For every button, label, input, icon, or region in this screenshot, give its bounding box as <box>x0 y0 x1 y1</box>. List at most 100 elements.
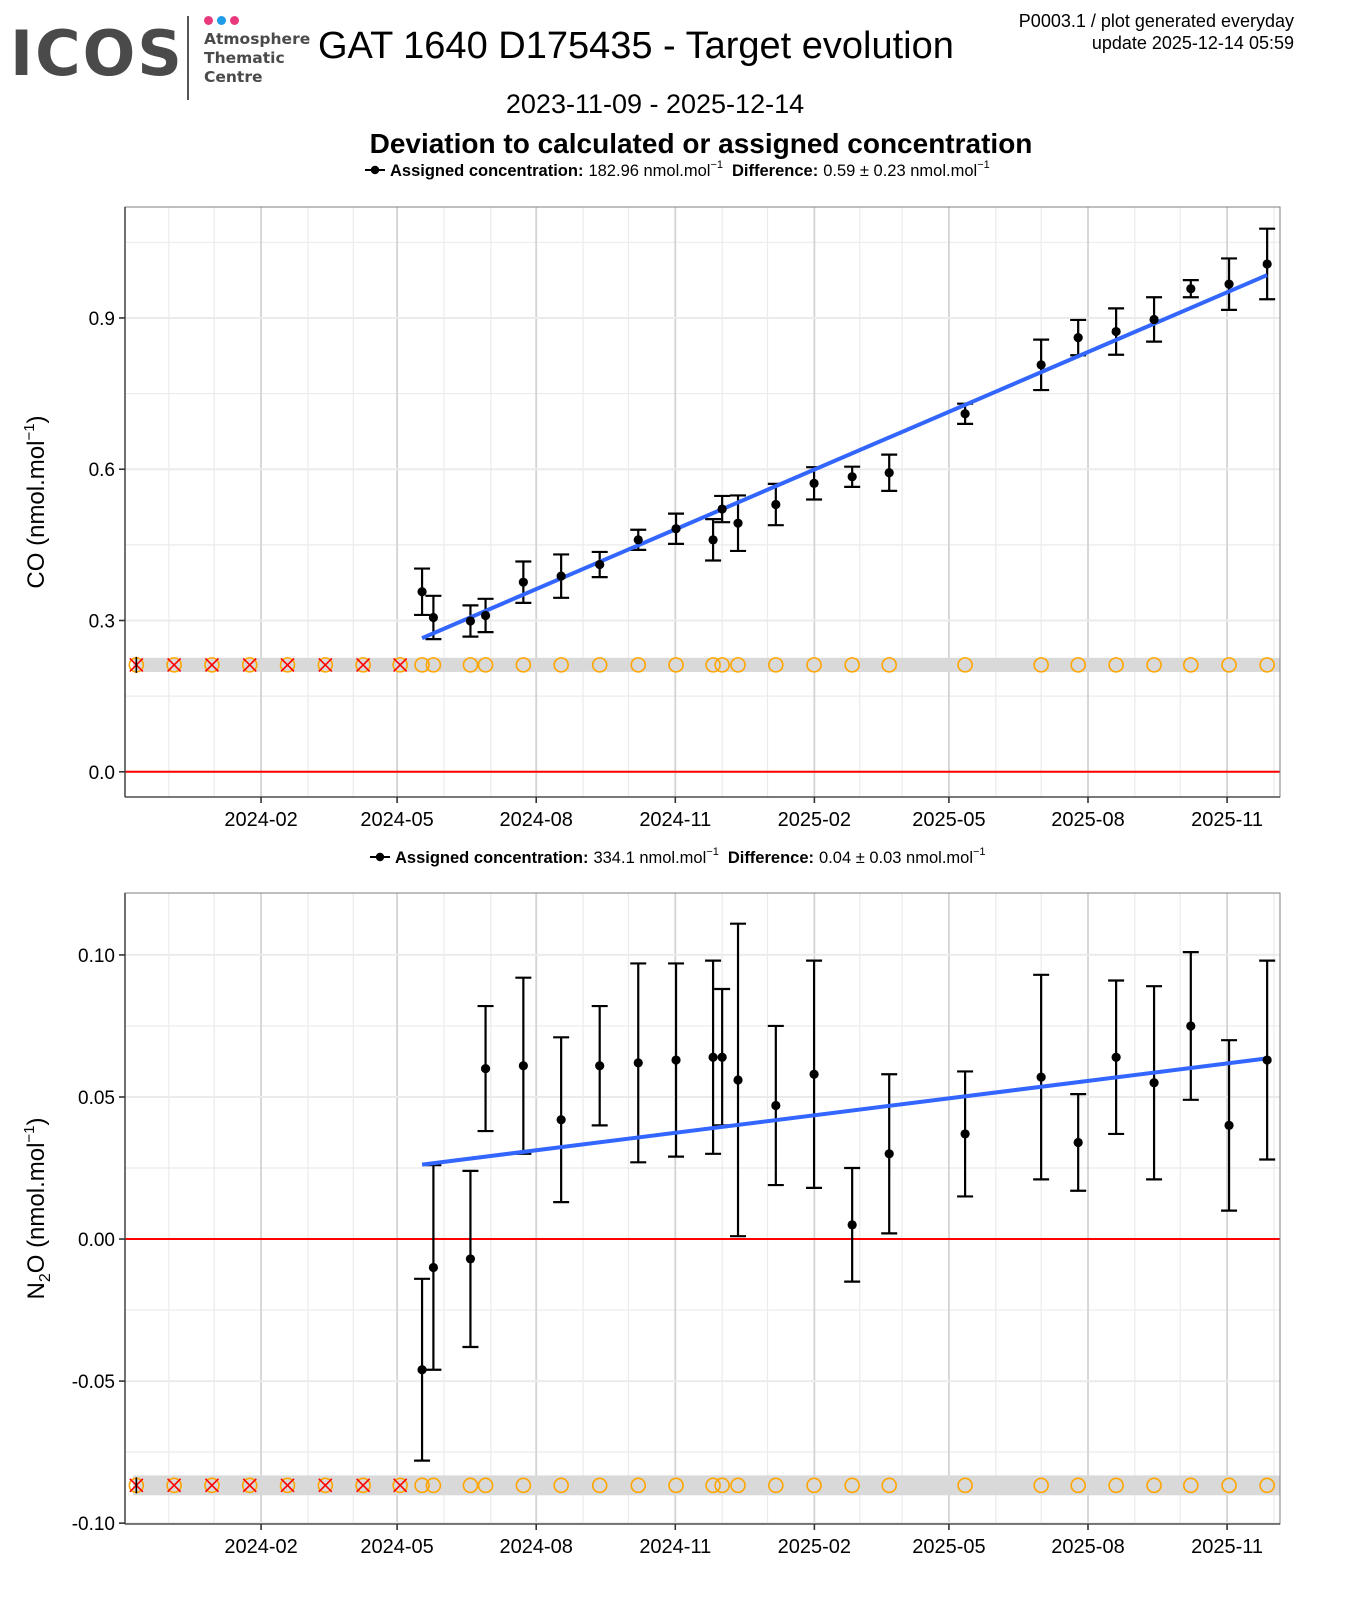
flag-ok-marker <box>730 657 746 673</box>
flag-ok-marker <box>630 1477 647 1494</box>
flag-ok-marker <box>806 1477 822 1494</box>
logo-subtitle-line-1: Atmosphere <box>204 30 311 48</box>
flag-ok-marker <box>1108 1477 1124 1494</box>
logo-dot-3 <box>230 16 239 25</box>
legend-key-point <box>370 165 380 175</box>
data-point <box>1149 1078 1159 1088</box>
flag-ok-marker <box>714 1477 730 1494</box>
flag-ok-marker <box>844 657 860 673</box>
y-tick-label: 0.9 <box>89 309 115 330</box>
flag-ok-marker <box>462 1477 479 1494</box>
flag-ok-marker <box>806 657 822 673</box>
data-point <box>1262 259 1272 269</box>
x-tick-label: 2024-05 <box>360 809 433 831</box>
x-tick-label: 2025-11 <box>1191 1536 1263 1558</box>
y-axis-title-part: CO (nmol.mol <box>23 441 50 589</box>
data-point <box>1262 1055 1272 1065</box>
y-tick-label: 0.6 <box>89 460 115 481</box>
data-point <box>1186 284 1196 294</box>
data-point <box>633 535 643 545</box>
flag-ok-marker <box>730 1477 746 1494</box>
y-axis-title-superscript: −1 <box>21 1125 38 1142</box>
flag-ok-marker <box>768 657 784 673</box>
x-tick-label: 2024-11 <box>639 1536 711 1558</box>
x-tick-label: 2025-05 <box>912 1536 985 1558</box>
data-point <box>717 504 727 514</box>
flag-ok-marker <box>1033 657 1049 673</box>
y-tick-label: 0.05 <box>78 1088 115 1109</box>
data-point <box>809 1069 819 1079</box>
x-tick-label: 2024-02 <box>224 809 297 831</box>
flag-ok-marker <box>1259 657 1275 673</box>
flag-ok-marker <box>668 1477 684 1494</box>
data-point <box>771 1100 781 1111</box>
data-point <box>1073 1137 1083 1148</box>
data-point <box>671 1055 681 1065</box>
flag-cross-marker <box>393 1478 408 1493</box>
flag-ok-marker <box>553 1477 569 1494</box>
data-point <box>809 478 819 488</box>
flag-ok-marker <box>425 1477 442 1494</box>
flag-circle-marker <box>317 1477 334 1494</box>
flag-ok-marker <box>630 657 647 673</box>
legend-assigned-value: 334.1 nmol.mol <box>593 849 706 867</box>
flag-cross-marker <box>204 657 219 672</box>
data-point <box>733 1075 743 1085</box>
data-point <box>1186 1021 1196 1031</box>
y-tick-label: 0.10 <box>78 946 115 967</box>
y-axis-title-part: N <box>23 1282 50 1299</box>
plot-background <box>125 207 1280 797</box>
flag-cross-marker <box>242 1478 257 1493</box>
x-tick-label: 2024-02 <box>224 1536 297 1558</box>
x-tick-label: 2024-08 <box>500 809 573 831</box>
plot-background <box>125 893 1280 1524</box>
x-tick-label: 2025-08 <box>1051 809 1124 831</box>
data-point <box>847 472 857 482</box>
legend-unit-sup: −1 <box>973 846 986 858</box>
legend-unit-sup: −1 <box>706 846 719 858</box>
logo-dot-1 <box>204 16 213 25</box>
flag-ok-marker <box>1108 657 1124 673</box>
flag-ok-marker <box>1070 1477 1086 1494</box>
x-tick-label: 2025-08 <box>1051 1536 1124 1558</box>
logo-dots-icon <box>204 16 239 25</box>
flag-ok-marker <box>1146 1477 1162 1494</box>
data-point <box>1036 1072 1046 1082</box>
data-point <box>960 409 970 419</box>
flag-ok-marker <box>1221 657 1237 673</box>
flag-ok-marker <box>1070 657 1086 673</box>
data-point <box>556 1115 566 1125</box>
flag-ok-marker <box>714 657 730 673</box>
y-axis-title-part: ) <box>23 1117 50 1125</box>
data-point <box>884 1149 894 1159</box>
page-title: GAT 1640 D175435 - Target evolution <box>318 25 954 67</box>
flag-circle-marker <box>204 657 220 673</box>
x-tick-label: 2025-05 <box>912 809 985 831</box>
legend-key-point <box>375 852 385 862</box>
flag-circle-marker <box>241 657 258 673</box>
legend-text: Assigned concentration: 334.1 nmol.mol−1 D… <box>395 846 986 867</box>
data-point <box>480 610 491 621</box>
data-point <box>1224 279 1234 289</box>
flag-ok-marker <box>591 1477 608 1494</box>
data-point <box>518 1061 528 1071</box>
legend-assigned-label: Assigned concentration: <box>390 162 583 180</box>
flag-circle-marker <box>279 1477 296 1494</box>
data-point <box>595 1061 605 1071</box>
x-tick-label: 2024-08 <box>500 1536 573 1558</box>
flag-cross-marker <box>242 657 257 672</box>
data-point <box>465 616 476 626</box>
legend-diff-label: Difference: <box>732 162 818 180</box>
data-point <box>633 1058 643 1068</box>
x-tick-label: 2025-02 <box>778 809 851 831</box>
data-point <box>1073 333 1083 343</box>
legend: Assigned concentration: 334.1 nmol.mol−1 D… <box>370 846 986 867</box>
logo-subtitle-line-2: Thematic <box>204 49 285 67</box>
flag-ok-marker <box>957 1477 973 1494</box>
legend-unit-sup: −1 <box>977 159 990 171</box>
flag-cross-marker <box>393 657 408 672</box>
logo-dot-2 <box>217 16 226 25</box>
flag-circle-marker <box>355 1477 371 1494</box>
flag-ok-marker <box>1221 1477 1237 1494</box>
